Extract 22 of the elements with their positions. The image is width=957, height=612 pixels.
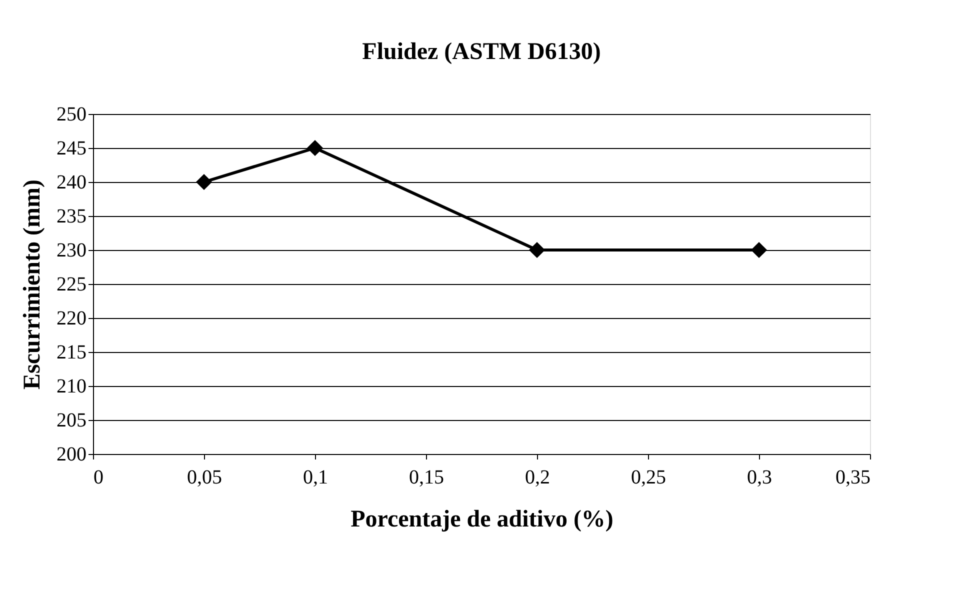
y-tick-label: 205	[56, 410, 86, 432]
x-tick-label: 0,1	[303, 466, 328, 488]
x-axis-title: Porcentaje de aditivo (%)	[350, 506, 614, 532]
x-tick-label: 0,05	[187, 466, 222, 488]
y-tick-label: 215	[56, 342, 86, 364]
y-tick-label: 250	[56, 104, 86, 126]
y-tick-label: 225	[56, 274, 86, 296]
y-tick-label: 245	[56, 138, 86, 160]
x-tick-label: 0,15	[409, 466, 444, 488]
x-tick-label: 0,25	[631, 466, 666, 488]
y-tick-label: 230	[56, 240, 86, 262]
chart-title: Fluidez (ASTM D6130)	[362, 39, 601, 65]
y-tick-label: 200	[56, 444, 86, 466]
y-tick-label: 220	[56, 308, 86, 330]
x-tick-label: 0,3	[747, 466, 772, 488]
x-tick-label: 0,2	[525, 466, 550, 488]
x-tick-label: 0,35	[836, 466, 870, 488]
y-tick-label: 210	[56, 376, 86, 398]
y-tick-label: 235	[56, 206, 86, 228]
y-tick-label: 240	[56, 172, 86, 194]
x-tick-label: 0	[94, 466, 104, 488]
y-axis-title: Escurrimiento (mm)	[20, 180, 46, 390]
